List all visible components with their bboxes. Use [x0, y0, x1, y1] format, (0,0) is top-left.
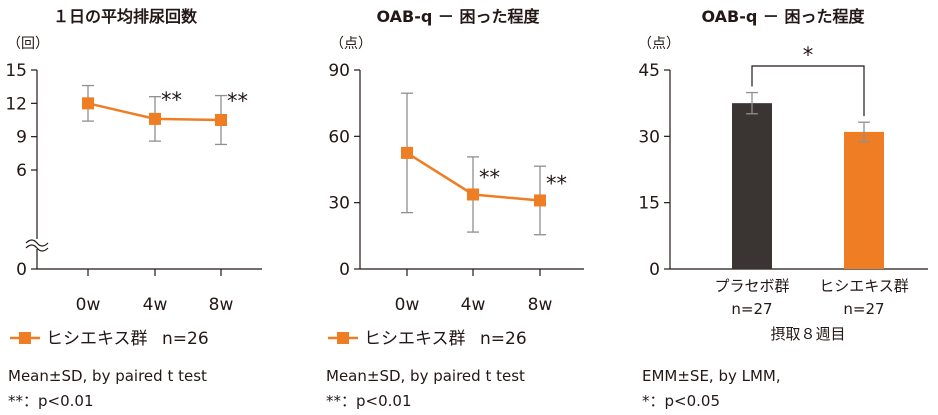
stat-note: Mean±SD, by paired t test — [8, 367, 207, 385]
legend-marker — [19, 332, 31, 344]
data-point — [215, 114, 227, 126]
data-point — [401, 146, 413, 159]
x-tick-label: 8w — [528, 295, 553, 315]
y-tick-label: 45 — [638, 61, 660, 81]
bar — [732, 103, 772, 270]
x-tick-label: 4w — [461, 295, 486, 315]
y-tick-label: 30 — [638, 127, 660, 147]
y-tick-label: 0 — [339, 260, 350, 280]
category-n: n=27 — [843, 300, 884, 318]
y-tick-label: 30 — [328, 194, 350, 214]
x-tick-label: 0w — [395, 295, 420, 315]
stat-note: Mean±SD, by paired t test — [326, 367, 525, 385]
x-tick-label: 8w — [209, 295, 234, 315]
x-tick-label: 4w — [143, 295, 168, 315]
chart-title: １日の平均排尿回数 — [53, 7, 198, 26]
significance-label: ** — [479, 165, 500, 189]
x-axis-label: 摂取８週目 — [770, 325, 845, 343]
significance-label: ** — [546, 171, 567, 195]
chart-title: OAB-q － 困った程度 — [377, 7, 541, 26]
axis-break-mark — [25, 244, 49, 252]
y-tick-label: 90 — [328, 61, 350, 81]
legend-marker — [337, 332, 349, 344]
stat-note: *：p<0.05 — [642, 392, 720, 410]
significance-bracket — [751, 65, 865, 117]
y-tick-label: 60 — [328, 127, 350, 147]
y-tick-label: 15 — [638, 194, 660, 214]
axis-break-gap — [25, 239, 49, 249]
oabq-bar-chart-svg: OAB-q － 困った程度 （点） 0 15 30 45 プラセボ群 n=27 ヒシエキス群 n=… — [638, 7, 928, 410]
data-point — [82, 97, 94, 110]
bar — [844, 131, 884, 269]
x-tick-label: 0w — [76, 295, 101, 315]
legend-label: ヒシエキス群 — [364, 329, 466, 349]
chart-panel-oabq-bar: OAB-q － 困った程度 （点） 0 15 30 45 プラセボ群 n=27 ヒシエキス群 n=… — [628, 0, 938, 415]
data-point — [149, 112, 161, 125]
y-unit-label: （回） — [7, 36, 49, 52]
legend-n: n=26 — [162, 329, 209, 349]
category-label: プラセボ群 — [714, 277, 789, 295]
oabq-line-chart-svg: OAB-q － 困った程度 （点） 0 30 60 90 0w 4w 8w ** ** ヒシエキス群 n… — [326, 7, 584, 410]
y-tick-label: 15 — [5, 61, 27, 81]
axis-break-mark — [25, 239, 49, 247]
category-n: n=27 — [731, 300, 772, 318]
category-label: ヒシエキス群 — [819, 277, 909, 295]
data-point — [534, 194, 546, 207]
y-tick-label: 6 — [16, 161, 27, 181]
significance-label: ** — [227, 89, 248, 113]
y-tick-label: 0 — [16, 260, 27, 280]
y-tick-label: 9 — [16, 128, 27, 148]
chart-title: OAB-q － 困った程度 — [702, 7, 866, 26]
y-unit-label: （点） — [330, 36, 372, 52]
legend-n: n=26 — [480, 329, 527, 349]
significance-label: ** — [161, 88, 182, 112]
stat-note: **：p<0.01 — [8, 392, 94, 410]
chart-panel-urination: １日の平均排尿回数 （回） 0 6 9 12 15 0w 4w 8w ** ** ヒシエキス群 n=26 M… — [0, 0, 315, 415]
chart-panel-oabq-line: OAB-q － 困った程度 （点） 0 30 60 90 0w 4w 8w ** ** ヒシエキス群 n… — [318, 0, 633, 415]
urination-chart-svg: １日の平均排尿回数（回） 0 6 9 12 15 0w 4w 8w ** ** ヒシエキス群 n=26 M… — [5, 7, 262, 410]
significance-label: * — [803, 43, 814, 67]
y-tick-label: 0 — [649, 260, 660, 280]
stat-note: EMM±SE, by LMM, — [642, 367, 781, 385]
stat-note: **：p<0.01 — [326, 392, 412, 410]
y-unit-label: （点） — [638, 36, 680, 52]
y-tick-label: 12 — [5, 94, 27, 114]
legend-label: ヒシエキス群 — [46, 329, 148, 349]
data-point — [467, 188, 479, 201]
